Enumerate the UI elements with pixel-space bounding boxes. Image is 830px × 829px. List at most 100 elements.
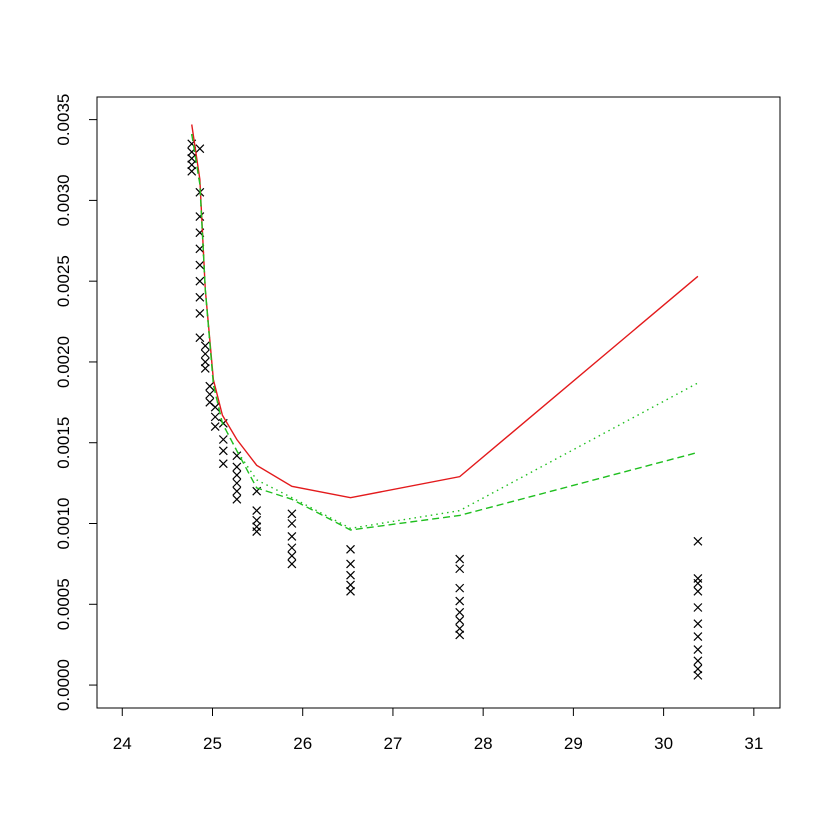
x-tick-label: 28 <box>474 734 493 753</box>
y-tick-label: 0.0035 <box>54 94 73 146</box>
point-stroke <box>187 153 197 163</box>
point-stroke <box>693 586 703 596</box>
point <box>693 536 703 546</box>
point-stroke <box>693 656 703 666</box>
point-stroke <box>287 532 297 541</box>
point-stroke <box>200 349 210 359</box>
point <box>693 656 703 666</box>
point-stroke <box>287 509 297 519</box>
x-tick-label: 30 <box>654 734 673 753</box>
point <box>210 412 220 422</box>
point-stroke <box>455 583 465 593</box>
point <box>455 596 465 606</box>
point <box>455 554 465 564</box>
point-stroke <box>195 144 205 154</box>
point <box>346 586 355 596</box>
point <box>455 564 465 574</box>
point <box>232 486 242 496</box>
point <box>252 515 262 525</box>
point <box>455 624 465 633</box>
point-stroke <box>200 357 210 367</box>
point <box>187 153 197 163</box>
y-tick-label: 0.0025 <box>54 255 73 307</box>
point-stroke <box>210 402 220 412</box>
point <box>218 446 228 456</box>
point-stroke <box>218 459 228 469</box>
point <box>200 341 210 351</box>
point-stroke <box>205 389 215 399</box>
point-stroke <box>195 333 205 343</box>
point <box>346 544 355 554</box>
point-stroke <box>346 559 355 569</box>
point-stroke <box>455 607 465 617</box>
point-stroke <box>693 536 703 546</box>
point-stroke <box>195 292 205 302</box>
point-stroke <box>252 527 262 537</box>
point-stroke <box>195 309 205 318</box>
point-stroke <box>200 363 210 373</box>
point-stroke <box>693 664 703 674</box>
point-stroke <box>287 543 297 553</box>
point-stroke <box>346 570 355 580</box>
point-stroke <box>455 616 465 625</box>
point-stroke <box>252 506 262 516</box>
point-stroke <box>455 630 465 640</box>
point-stroke <box>205 397 215 407</box>
x-tick-label: 29 <box>564 734 583 753</box>
series-line <box>191 124 699 499</box>
point <box>232 478 242 488</box>
point <box>693 586 703 596</box>
x-tick-label: 26 <box>293 734 312 753</box>
point-stroke <box>455 624 465 633</box>
point-stroke <box>252 515 262 525</box>
y-tick-label: 0.0020 <box>54 336 73 388</box>
point-stroke <box>210 412 220 422</box>
point <box>200 357 210 367</box>
point-stroke <box>195 212 205 221</box>
point <box>232 494 242 504</box>
point-stroke <box>455 596 465 606</box>
point-stroke <box>455 554 465 564</box>
point <box>210 402 220 412</box>
point-stroke <box>693 619 703 629</box>
point-stroke <box>693 603 703 612</box>
point <box>455 616 465 625</box>
point <box>195 144 205 154</box>
point-stroke <box>218 435 228 444</box>
series-line <box>191 134 699 530</box>
point-stroke <box>693 670 703 680</box>
point <box>455 583 465 593</box>
point <box>210 422 220 431</box>
point-stroke <box>287 559 297 569</box>
point <box>205 389 215 399</box>
point <box>232 470 242 480</box>
point-stroke <box>195 276 205 286</box>
point-stroke <box>287 551 297 561</box>
point <box>218 435 228 444</box>
point-stroke <box>187 160 197 170</box>
point-stroke <box>346 544 355 554</box>
point <box>195 276 205 286</box>
point <box>232 451 242 461</box>
x-tick-label: 31 <box>744 734 763 753</box>
point <box>287 543 297 553</box>
y-tick-label: 0.0005 <box>54 578 73 630</box>
point <box>693 632 703 642</box>
point <box>693 578 703 588</box>
point-stroke <box>187 166 197 176</box>
point <box>287 519 297 528</box>
point <box>693 603 703 612</box>
point <box>200 349 210 359</box>
point <box>287 509 297 519</box>
point <box>187 166 197 176</box>
y-tick-label: 0.0030 <box>54 174 73 226</box>
y-tick-label: 0.0015 <box>54 417 73 469</box>
point <box>287 532 297 541</box>
series-line <box>191 134 699 531</box>
point-stroke <box>232 478 242 488</box>
point <box>218 459 228 469</box>
point-stroke <box>455 564 465 574</box>
point-stroke <box>210 422 220 431</box>
point <box>232 462 242 472</box>
